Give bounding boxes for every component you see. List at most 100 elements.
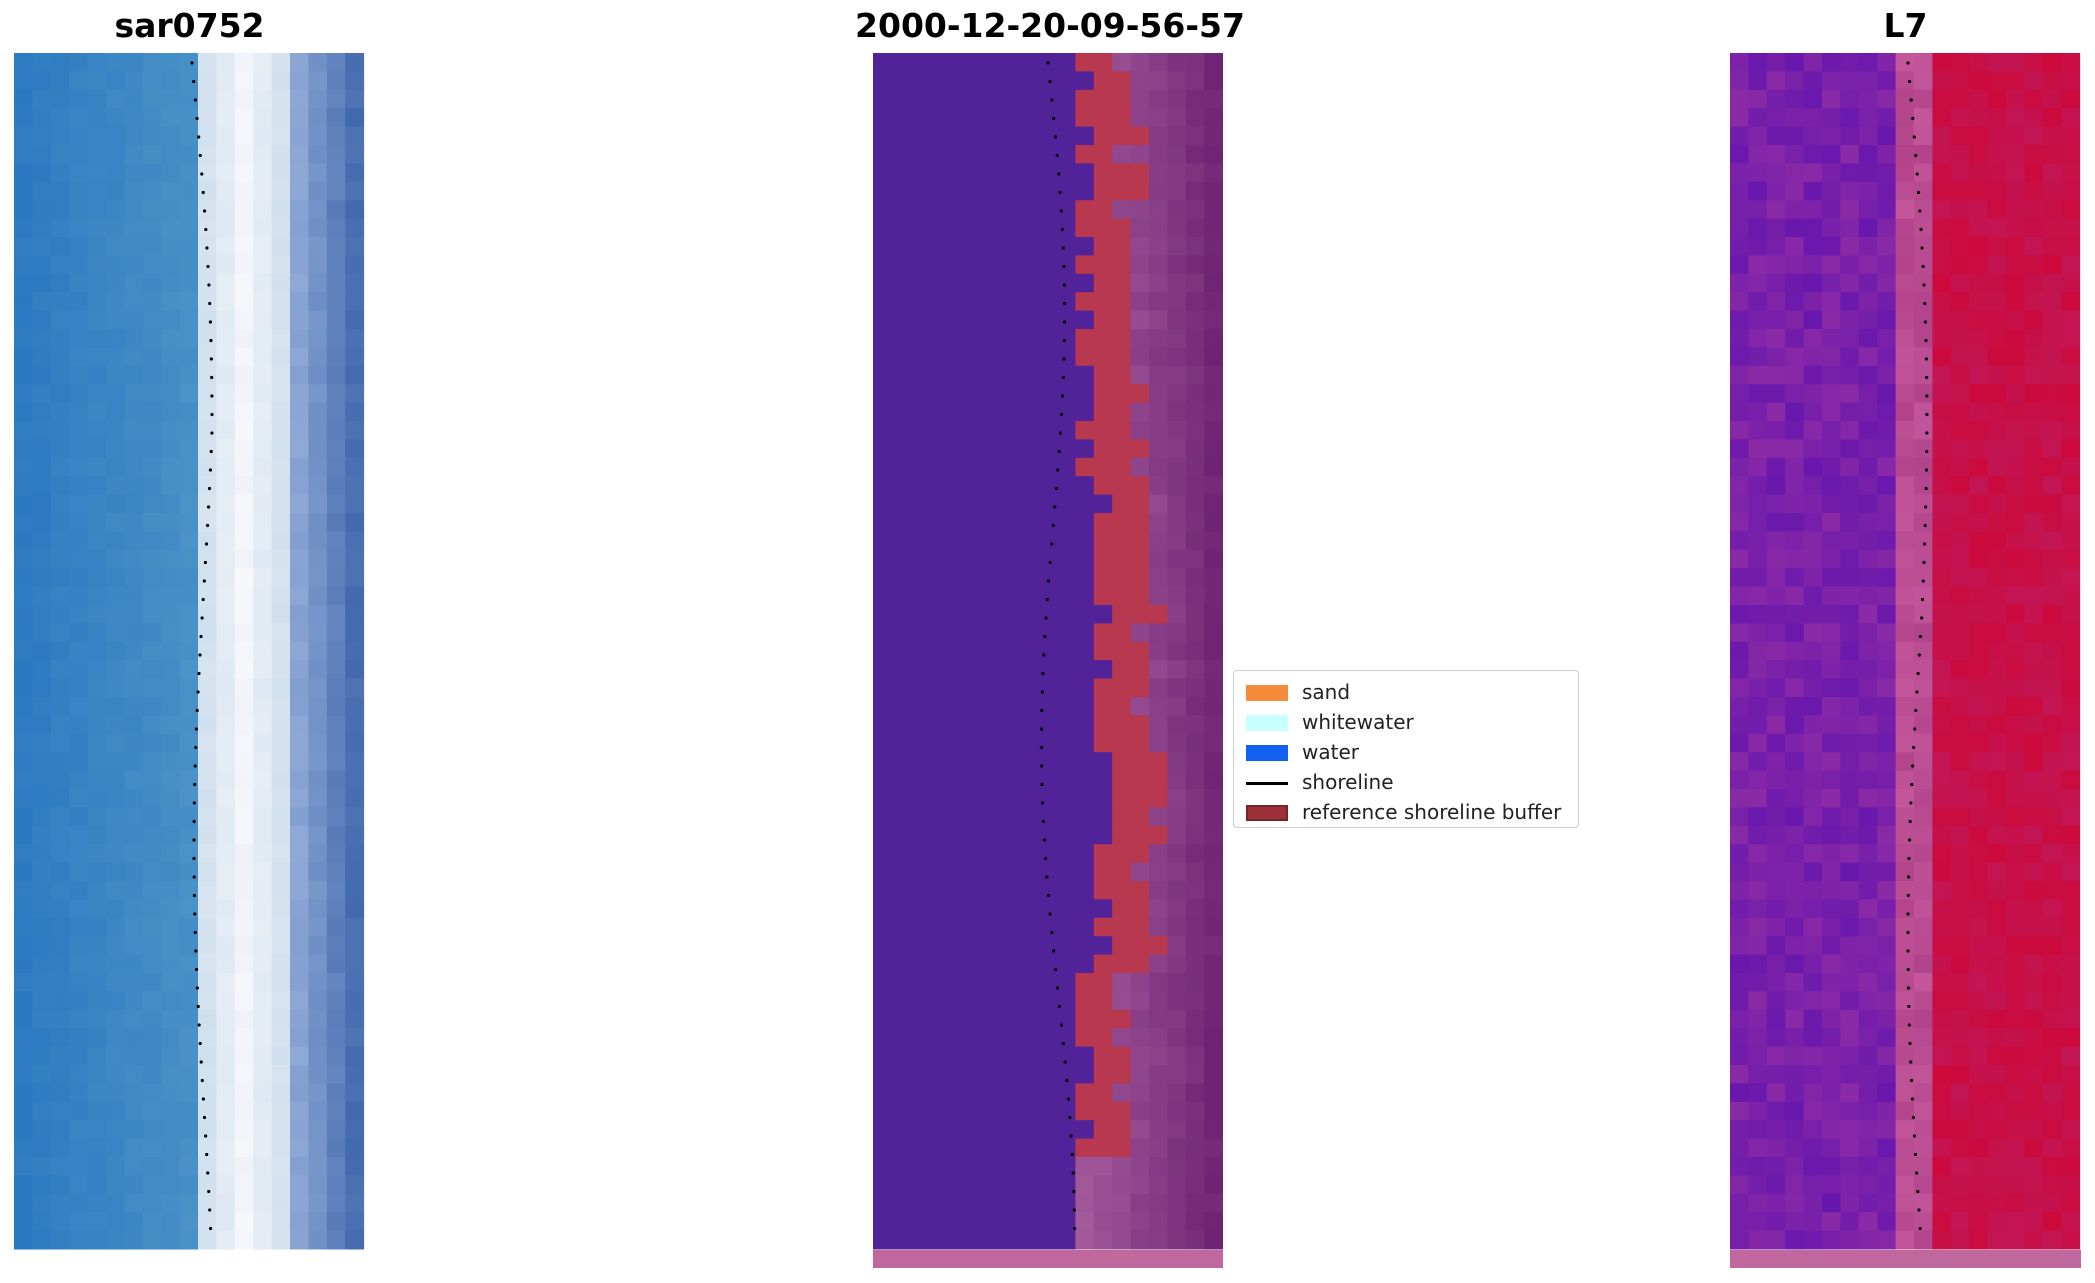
rgb-pixel [216,347,236,367]
index-pixel [1858,770,1878,790]
rgb-pixel [271,513,291,532]
index-pixel [2024,163,2044,183]
class-pixel [909,1193,929,1213]
index-pixel [1748,89,1768,109]
class-pixel [1075,752,1095,772]
rgb-pixel [69,200,89,220]
rgb-pixel [69,237,89,256]
class-pixel [1167,1120,1187,1140]
rgb-pixel [87,476,107,496]
index-pixel [1877,200,1897,220]
class-pixel [983,917,1003,937]
rgb-pixel [271,1083,291,1103]
index-pixel [2042,1157,2062,1176]
class-pixel [1093,531,1113,551]
shoreline-point [1048,79,1052,84]
rgb-pixel [234,991,254,1011]
rgb-pixel [142,1175,162,1195]
rgb-pixel [32,163,52,183]
class-pixel [1130,752,1150,772]
shoreline-point [1906,930,1910,935]
rgb-pixel [271,605,291,624]
index-pixel [2006,1009,2025,1029]
class-pixel [928,273,948,293]
class-pixel [1075,936,1095,956]
shoreline-point [1913,1152,1918,1157]
class-pixel [1038,402,1058,422]
class-pixel [873,733,892,753]
class-pixel [946,439,966,459]
class-pixel [965,292,984,312]
rgb-pixel [198,126,217,146]
class-pixel [891,789,911,808]
index-pixel [1950,365,1970,385]
shoreline-point [1065,1078,1069,1083]
index-pixel [2042,1193,2062,1213]
index-pixel [1858,899,1878,919]
index-pixel [1950,531,1970,551]
class-pixel [1093,513,1113,532]
rgb-pixel [106,71,125,91]
rgb-pixel [69,733,89,753]
class-pixel [1057,789,1076,808]
class-pixel [1185,936,1205,956]
rgb-pixel [271,145,291,164]
class-pixel [1057,660,1076,680]
class-pixel [1020,71,1040,91]
index-pixel [1987,825,2007,845]
index-pixel [1766,126,1786,146]
rgb-pixel [124,954,144,974]
shoreline-point [205,1152,209,1157]
class-pixel [1020,163,1040,183]
class-pixel [1093,89,1113,109]
class-pixel [1167,697,1187,716]
index-pixel [1950,1230,1970,1250]
index-pixel [1932,439,1952,459]
class-pixel [965,1138,984,1158]
shoreline-point [1922,560,1926,565]
rgb-pixel [234,384,254,404]
class-pixel [1130,936,1150,956]
index-pixel [1730,329,1749,348]
water-swatch [1246,745,1288,761]
class-pixel [1167,1046,1187,1066]
index-pixel [2042,513,2062,532]
index-pixel [2024,660,2044,680]
class-pixel [983,71,1003,91]
rgb-pixel [69,678,89,698]
rgb-pixel [234,1212,254,1232]
class-pixel [1204,145,1223,164]
rgb-pixel [69,660,89,680]
rgb-pixel [271,752,291,772]
class-pixel [891,1120,911,1140]
rgb-pixel [271,789,291,808]
index-pixel [2006,384,2025,404]
class-pixel [1185,310,1205,330]
class-pixel [1093,1175,1113,1195]
index-pixel [1877,310,1897,330]
rgb-pixel [253,917,273,937]
rgb-pixel [32,678,52,698]
shoreline-point [202,579,206,583]
index-pixel [1748,807,1768,827]
class-pixel [1149,384,1168,404]
rgb-pixel [179,126,199,146]
rgb-pixel [326,770,346,790]
class-pixel [1093,126,1113,146]
shoreline-point [1043,634,1047,639]
rgb-pixel [271,181,291,201]
index-pixel [1822,954,1841,974]
index-pixel [1969,715,1989,735]
class-pixel [928,384,948,404]
class-pixel [891,329,911,348]
rgb-pixel [14,513,33,532]
index-pixel [1766,1046,1786,1066]
index-pixel [2024,53,2044,72]
shoreline-point [1052,116,1056,121]
rgb-pixel [271,1009,291,1029]
rgb-pixel [161,770,181,790]
index-pixel [2024,365,2044,385]
index-pixel [1766,917,1786,937]
rgb-pixel [69,71,89,91]
class-pixel [1075,53,1095,72]
